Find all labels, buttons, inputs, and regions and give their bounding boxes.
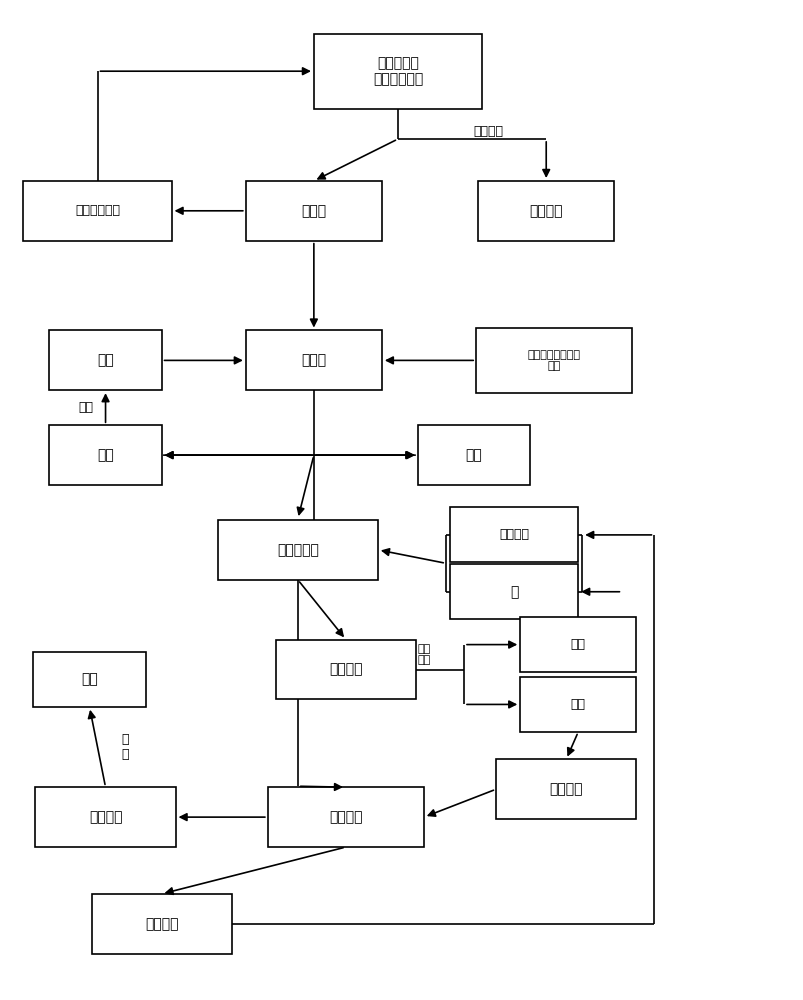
Text: 冷凝回收: 冷凝回收: [472, 125, 503, 138]
Bar: [246, 181, 381, 241]
Bar: [267, 787, 423, 847]
Bar: [450, 564, 577, 619]
Text: 醇类: 醇类: [465, 448, 482, 462]
Text: 盐析滤液: 盐析滤液: [328, 663, 362, 677]
Text: 联苯二氯苄
亚磷酸三乙酯: 联苯二氯苄 亚磷酸三乙酯: [373, 56, 422, 86]
Text: 馏分: 馏分: [570, 698, 585, 711]
Text: 精制滤饼: 精制滤饼: [88, 810, 122, 824]
Bar: [50, 330, 161, 390]
Text: 酯化物: 酯化物: [301, 204, 326, 218]
Text: 成品: 成品: [81, 673, 98, 687]
Text: 回收: 回收: [78, 401, 93, 414]
Text: 溶剂: 溶剂: [97, 448, 114, 462]
Text: 缩合物: 缩合物: [301, 353, 326, 367]
Bar: [23, 181, 171, 241]
Bar: [520, 677, 635, 732]
Bar: [275, 640, 415, 699]
Text: 溶剂: 溶剂: [97, 353, 114, 367]
Bar: [418, 425, 529, 485]
Text: 精制滤液: 精制滤液: [145, 917, 178, 931]
Text: 盐渣: 盐渣: [570, 638, 585, 651]
Text: 令酸醇钠丙本甲醛
醇钠: 令酸醇钠丙本甲醛 醇钠: [527, 350, 580, 371]
Text: 去离子水: 去离子水: [548, 782, 582, 796]
Bar: [218, 520, 377, 580]
Text: 一氯乙烷: 一氯乙烷: [529, 204, 562, 218]
Bar: [495, 759, 635, 819]
Text: 精制滤液: 精制滤液: [499, 528, 528, 541]
Text: 缩合混合物: 缩合混合物: [276, 543, 318, 557]
Bar: [475, 328, 632, 393]
Bar: [313, 34, 482, 109]
Text: 干
燥: 干 燥: [122, 733, 129, 761]
Text: 盐: 盐: [509, 585, 518, 599]
Bar: [520, 617, 635, 672]
Bar: [450, 507, 577, 562]
Bar: [50, 425, 161, 485]
Bar: [92, 894, 231, 954]
Bar: [35, 787, 175, 847]
Bar: [246, 330, 381, 390]
Text: 多级
闪蒸: 多级 闪蒸: [417, 644, 430, 665]
Text: 亚磷酸三乙酯: 亚磷酸三乙酯: [75, 204, 120, 217]
Bar: [34, 652, 145, 707]
Text: 盐析滤饼: 盐析滤饼: [328, 810, 362, 824]
Bar: [478, 181, 613, 241]
